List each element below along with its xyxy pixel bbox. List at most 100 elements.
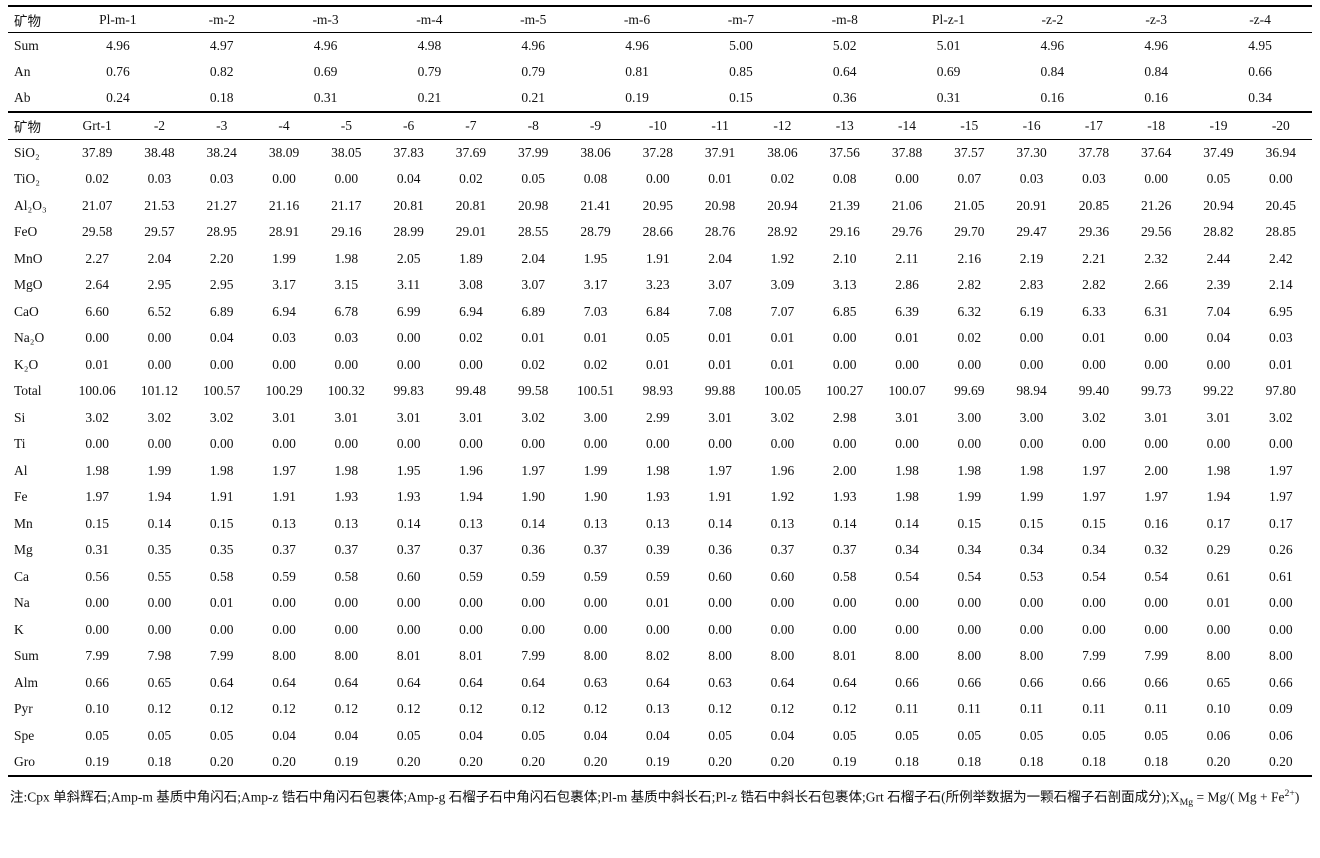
garnet-value-cell: 7.04 xyxy=(1206,303,1231,319)
garnet-value-cell: 0.12 xyxy=(832,701,857,717)
plagioclase-composition-table: 矿物 Pl-m-1 -m-2 -m-3 -m-4 -m-5 -m-6 -m-7 -m-8 Pl-z… xyxy=(8,5,1312,113)
garnet-row: MnO 2.27 2.04 2.20 1.99 1.98 2.05 1.89 2.04 1.95 1… xyxy=(8,246,1312,273)
footnote-segment: ) xyxy=(1294,789,1300,804)
garnet-value-cell: 37.64 xyxy=(1141,145,1172,160)
garnet-value-cell: 0.63 xyxy=(583,674,608,690)
garnet-value-cell: 7.08 xyxy=(708,303,732,319)
garnet-value-cell: 0.12 xyxy=(770,701,795,717)
garnet-value-cell: 0.13 xyxy=(272,515,296,531)
garnet-value-cell: 21.27 xyxy=(206,197,237,213)
garnet-row: Ti 0.00 0.00 0.00 0.00 0.00 0.00 0.00 0.00 0.00 0.… xyxy=(8,431,1312,458)
garnet-value-cell: 0.37 xyxy=(832,542,857,558)
garnet-value-cell: 1.91 xyxy=(272,489,296,505)
garnet-value-cell: 0.00 xyxy=(1269,621,1293,637)
garnet-value-cell: 3.01 xyxy=(272,409,296,425)
garnet-value-cell: 2.95 xyxy=(209,277,234,293)
garnet-value-cell: 0.00 xyxy=(209,436,234,452)
garnet-value-cell: 0.00 xyxy=(1269,595,1293,611)
garnet-value-cell: 21.16 xyxy=(268,197,300,213)
garnet-value-cell: 0.37 xyxy=(334,542,359,558)
garnet-value-cell: 0.64 xyxy=(832,674,857,690)
garnet-value-cell: 0.00 xyxy=(272,621,296,637)
garnet-value-cell: 100.32 xyxy=(327,383,365,399)
garnet-value-cell: 0.64 xyxy=(334,674,359,690)
garnet-value-cell: 0.00 xyxy=(646,171,670,187)
garnet-value-cell: 0.00 xyxy=(396,356,421,372)
garnet-row: Alm 0.66 0.65 0.64 0.64 0.64 0.64 0.64 0.64 0.63 0… xyxy=(8,670,1312,697)
garnet-value-cell: 0.15 xyxy=(85,515,109,531)
garnet-value-cell: 98.93 xyxy=(642,383,673,399)
garnet-column-header: -5 xyxy=(340,118,352,133)
garnet-row: Pyr 0.10 0.12 0.12 0.12 0.12 0.12 0.12 0.12 0.12 0… xyxy=(8,696,1312,723)
garnet-value-cell: 0.00 xyxy=(459,595,483,611)
garnet-value-cell: 0.34 xyxy=(957,542,982,558)
garnet-value-cell: 100.57 xyxy=(203,383,241,399)
garnet-value-cell: 0.66 xyxy=(1019,674,1044,690)
garnet-value-cell: 1.99 xyxy=(957,489,982,505)
garnet-value-cell: 0.00 xyxy=(209,621,234,637)
garnet-value-cell: 2.11 xyxy=(895,250,919,266)
garnet-value-cell: 0.34 xyxy=(1082,542,1106,558)
plagioclase-value-cell: 5.02 xyxy=(832,38,857,53)
garnet-value-cell: 0.20 xyxy=(521,753,546,769)
garnet-row-label: Total xyxy=(14,383,42,399)
garnet-value-cell: 0.64 xyxy=(521,674,546,690)
garnet-column-header: -2 xyxy=(153,118,166,133)
garnet-value-cell: 0.59 xyxy=(583,568,608,584)
plagioclase-row-label: Sum xyxy=(14,38,39,53)
garnet-value-cell: 3.01 xyxy=(396,409,421,425)
footnote-segment: 注:Cpx 单斜辉石;Amp-m 基质中角闪石;Amp-z 锆石中角闪石包裹体;… xyxy=(10,789,1180,804)
garnet-value-cell: 0.66 xyxy=(1082,674,1106,690)
garnet-row: Fe 1.97 1.94 1.91 1.91 1.93 1.93 1.94 1.90 1.90 1.… xyxy=(8,484,1312,511)
garnet-row-label: Pyr xyxy=(14,701,33,717)
garnet-value-cell: 8.00 xyxy=(957,648,982,664)
plagioclase-column-header: -m-7 xyxy=(727,11,754,27)
plagioclase-value-cell: 0.82 xyxy=(209,64,234,80)
garnet-value-cell: 0.01 xyxy=(770,330,795,346)
garnet-row-label: Gro xyxy=(14,753,35,769)
plagioclase-value-cell: 0.69 xyxy=(936,64,961,80)
garnet-value-cell: 20.94 xyxy=(767,197,798,213)
garnet-value-cell: 3.00 xyxy=(957,409,982,425)
garnet-value-cell: 2.14 xyxy=(1269,277,1293,293)
plagioclase-table-head: 矿物 Pl-m-1 -m-2 -m-3 -m-4 -m-5 -m-6 -m-7 -m-8 Pl-z… xyxy=(8,6,1312,33)
garnet-column-header: -13 xyxy=(835,118,854,133)
garnet-row-label: Al₂O₃ xyxy=(14,197,47,213)
garnet-value-cell: 0.54 xyxy=(895,568,919,584)
garnet-value-cell: 0.00 xyxy=(1144,621,1168,637)
plagioclase-column-header: -m-6 xyxy=(623,11,651,27)
garnet-value-cell: 0.00 xyxy=(708,595,732,611)
plagioclase-value-cell: 0.19 xyxy=(625,90,649,106)
garnet-value-cell: 1.98 xyxy=(646,462,670,478)
garnet-row-label: TiO₂ xyxy=(14,171,40,187)
garnet-value-cell: 3.23 xyxy=(646,277,670,293)
garnet-value-cell: 28.85 xyxy=(1265,224,1296,240)
garnet-value-cell: 0.53 xyxy=(1019,568,1044,584)
garnet-value-cell: 8.02 xyxy=(646,648,670,664)
garnet-value-cell: 0.05 xyxy=(1206,171,1231,187)
garnet-value-cell: 0.15 xyxy=(957,515,982,531)
garnet-value-cell: 20.91 xyxy=(1016,197,1047,213)
garnet-value-cell: 0.00 xyxy=(396,436,421,452)
garnet-value-cell: 0.60 xyxy=(396,568,421,584)
garnet-value-cell: 0.01 xyxy=(521,330,546,346)
garnet-column-header: -3 xyxy=(216,118,228,133)
garnet-value-cell: 0.00 xyxy=(957,621,982,637)
garnet-value-cell: 7.99 xyxy=(1082,648,1106,664)
plagioclase-corner-label: 矿物 xyxy=(14,13,41,29)
plagioclase-column-header: -m-4 xyxy=(416,11,443,27)
garnet-value-cell: 0.01 xyxy=(85,356,109,372)
plagioclase-column-header: Pl-m-1 xyxy=(99,11,137,27)
garnet-value-cell: 1.93 xyxy=(646,489,670,505)
garnet-value-cell: 0.20 xyxy=(1269,753,1293,769)
garnet-value-cell: 1.98 xyxy=(957,462,982,478)
garnet-value-cell: 6.94 xyxy=(459,303,483,319)
garnet-value-cell: 37.88 xyxy=(891,145,923,160)
garnet-value-cell: 8.00 xyxy=(583,648,608,664)
garnet-row-label: Si xyxy=(14,409,26,425)
garnet-value-cell: 0.34 xyxy=(1019,542,1044,558)
garnet-value-cell: 0.05 xyxy=(521,727,546,743)
garnet-row-label: Mn xyxy=(14,515,33,531)
plagioclase-value-cell: 0.31 xyxy=(936,90,961,106)
garnet-value-cell: 0.18 xyxy=(957,753,982,769)
